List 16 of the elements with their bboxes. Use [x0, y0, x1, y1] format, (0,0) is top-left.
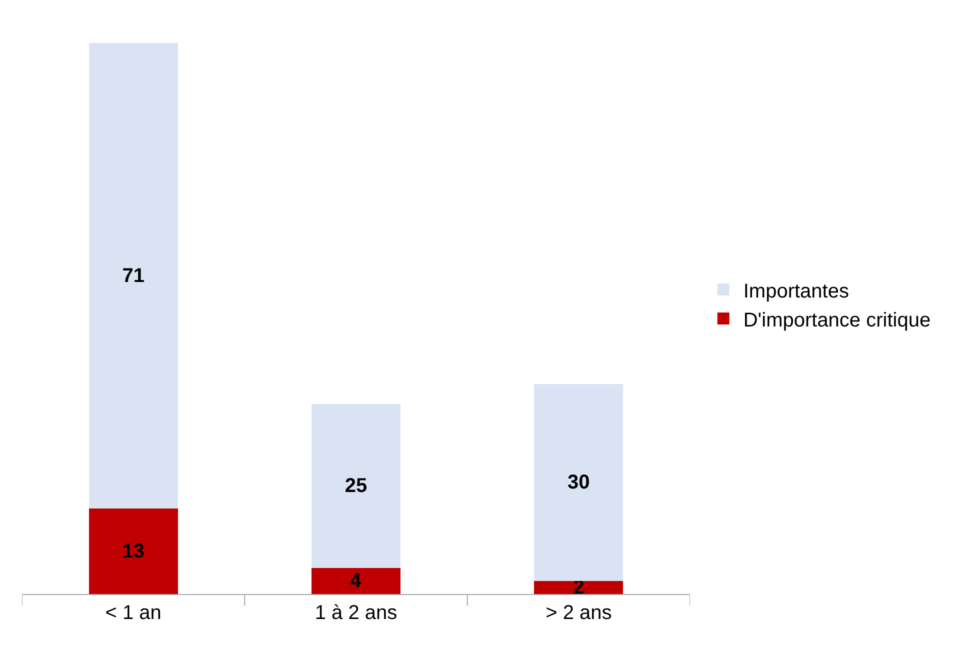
legend-label: Importantes: [743, 280, 849, 302]
x-tick-label: > 2 ans: [546, 602, 612, 624]
bar: [534, 580, 624, 594]
bar: [88, 43, 178, 509]
bar: [311, 404, 401, 568]
data-label: 4: [350, 570, 362, 592]
data-label: 25: [344, 474, 368, 497]
data-label: 13: [122, 540, 144, 562]
bar: [88, 508, 178, 594]
data-label: 71: [122, 264, 144, 287]
x-tick-label: 1 à 2 ans: [314, 602, 398, 624]
x-tick-label: < 1 an: [105, 602, 162, 624]
bar: [534, 384, 624, 581]
bar: [311, 568, 401, 594]
data-label: 30: [568, 471, 590, 494]
legend-label: D'importance critique: [743, 309, 931, 332]
